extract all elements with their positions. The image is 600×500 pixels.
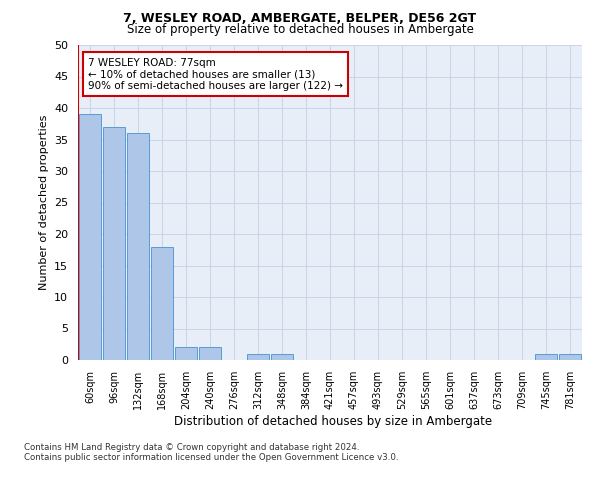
- Bar: [103, 127, 125, 360]
- Text: Size of property relative to detached houses in Ambergate: Size of property relative to detached ho…: [127, 22, 473, 36]
- Bar: [175, 348, 197, 360]
- Bar: [271, 354, 293, 360]
- Bar: [79, 114, 101, 360]
- Text: 7, WESLEY ROAD, AMBERGATE, BELPER, DE56 2GT: 7, WESLEY ROAD, AMBERGATE, BELPER, DE56 …: [124, 12, 476, 26]
- Bar: [127, 133, 149, 360]
- Bar: [151, 246, 173, 360]
- Text: Distribution of detached houses by size in Ambergate: Distribution of detached houses by size …: [174, 415, 492, 428]
- Text: Contains HM Land Registry data © Crown copyright and database right 2024.
Contai: Contains HM Land Registry data © Crown c…: [24, 442, 398, 462]
- Bar: [559, 354, 581, 360]
- Bar: [535, 354, 557, 360]
- Bar: [199, 348, 221, 360]
- Y-axis label: Number of detached properties: Number of detached properties: [38, 115, 49, 290]
- Bar: [247, 354, 269, 360]
- Text: 7 WESLEY ROAD: 77sqm
← 10% of detached houses are smaller (13)
90% of semi-detac: 7 WESLEY ROAD: 77sqm ← 10% of detached h…: [88, 58, 343, 91]
